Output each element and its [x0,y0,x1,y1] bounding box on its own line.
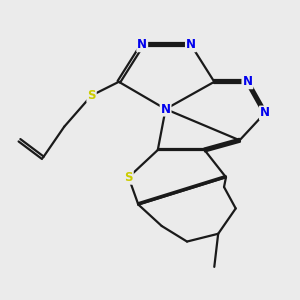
Text: N: N [186,38,196,51]
Text: N: N [160,103,171,116]
Text: N: N [260,106,270,119]
Text: S: S [87,89,96,102]
Text: N: N [137,38,147,51]
Text: S: S [124,171,133,184]
Text: N: N [242,75,252,88]
